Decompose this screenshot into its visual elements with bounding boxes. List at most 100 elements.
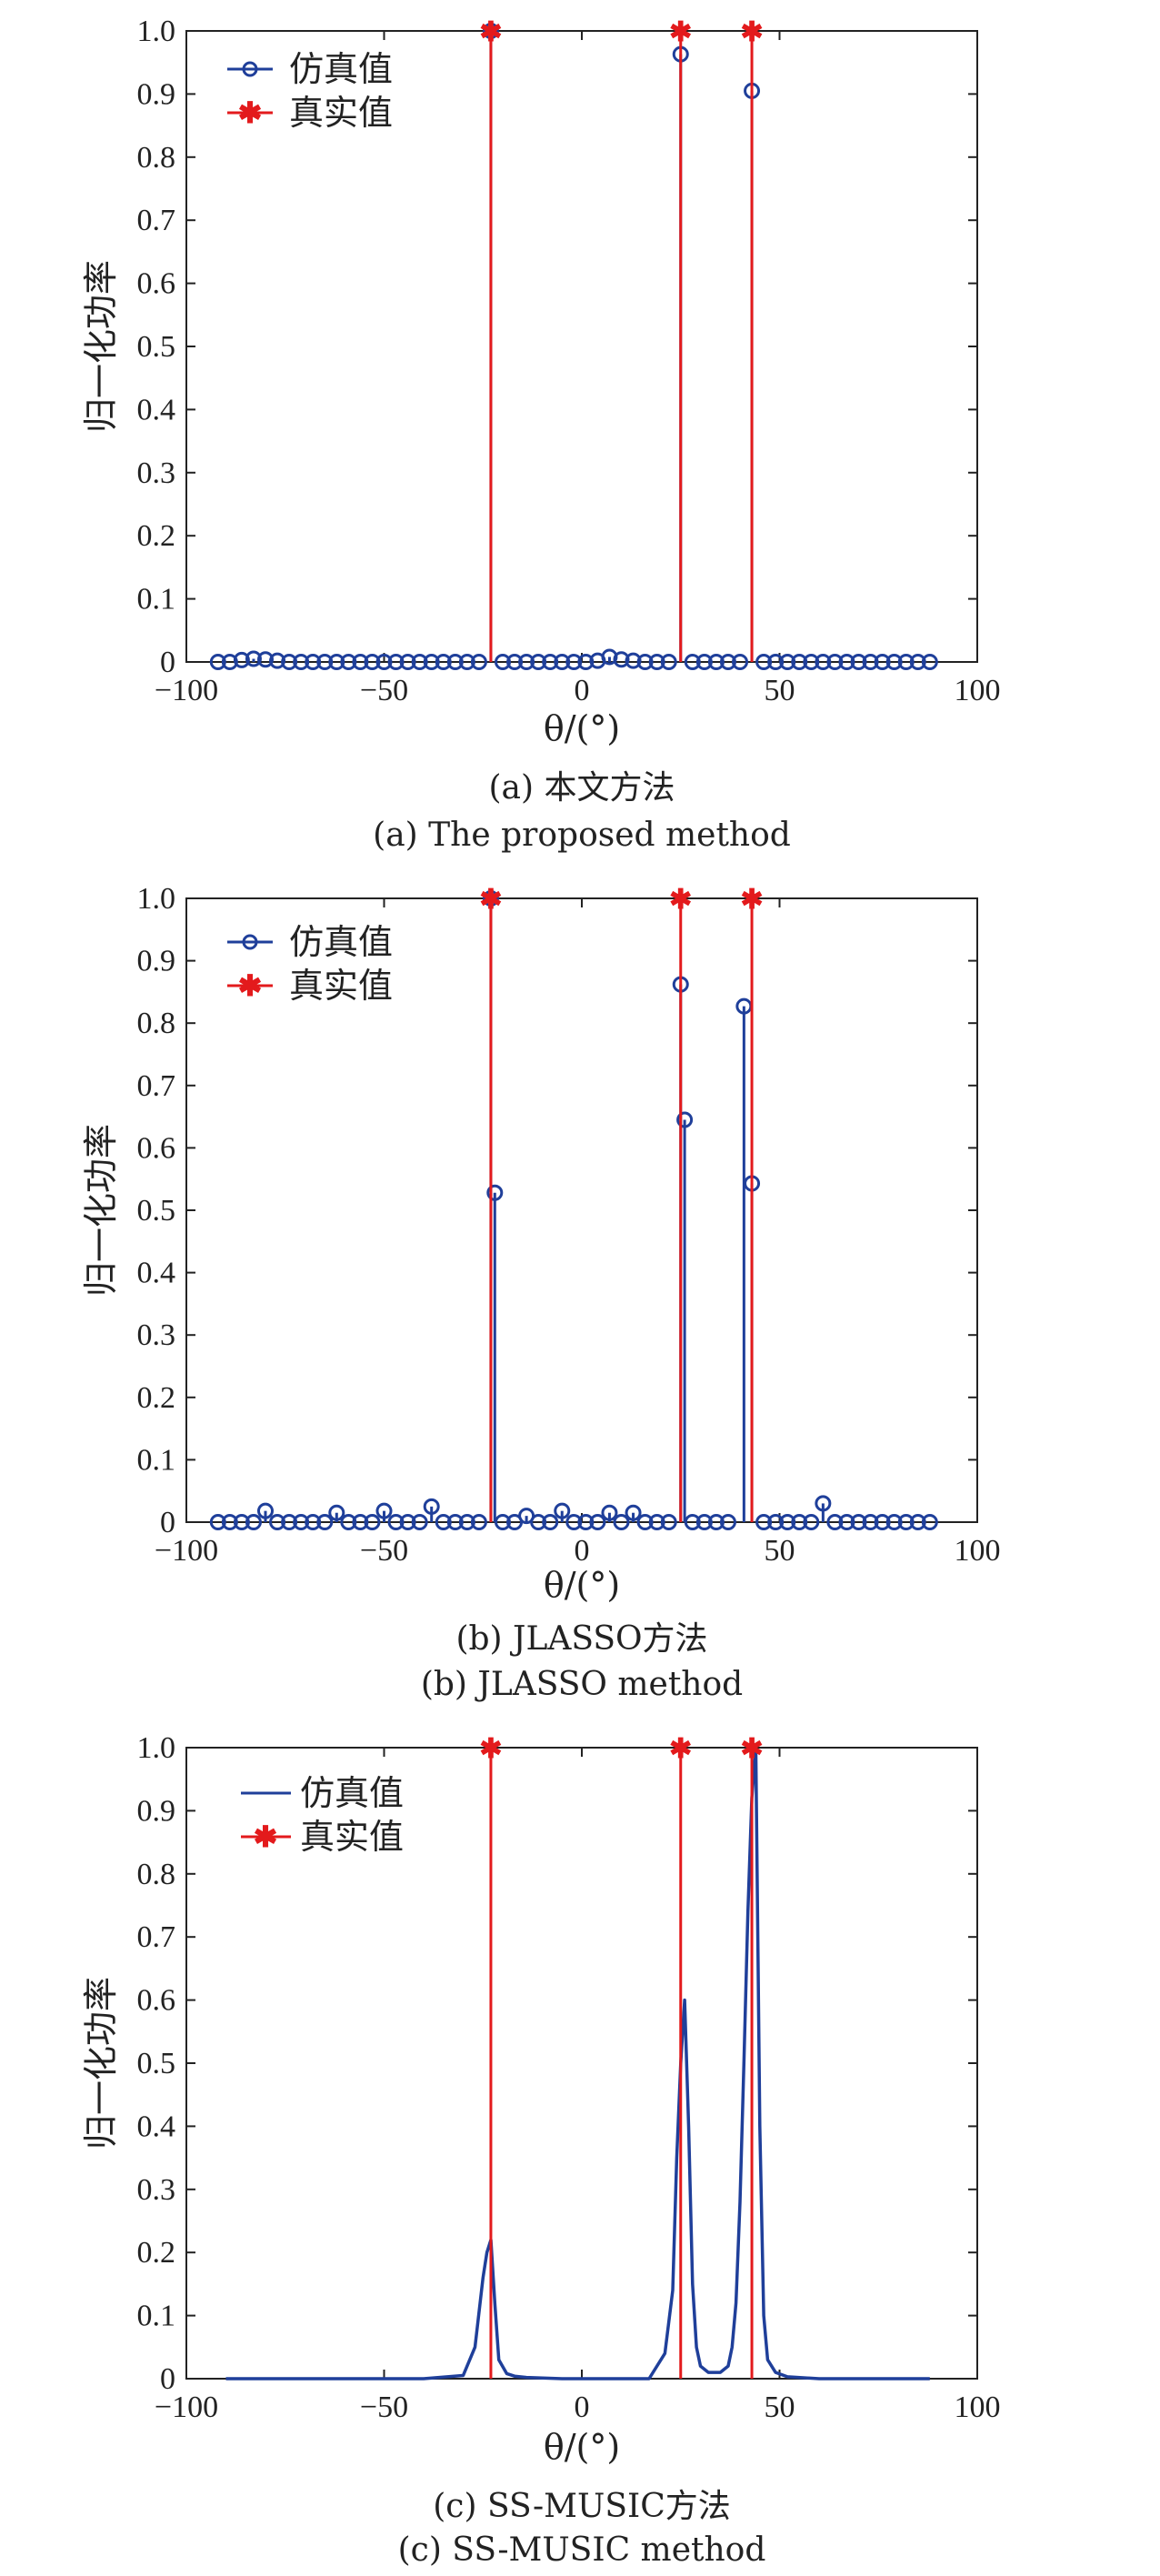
y-tick-label: 0.7 [137,204,176,237]
sim-point [495,1514,511,1530]
x-tick-label: −50 [360,674,408,707]
sim-point [423,1498,440,1515]
sim-point [470,1514,487,1530]
sim-point [625,1504,642,1521]
y-tick-label: 0.5 [137,1194,176,1228]
sim-point [874,654,891,670]
legend-true-marker: ✱ [238,968,263,1003]
sim-point [446,1514,464,1530]
x-tick-label: 100 [955,674,1001,707]
sim-point [755,654,773,670]
legend-sim-label: 仿真值 [300,1773,404,1813]
chart-marks: ✱ ✱ ✱ [225,1733,930,2381]
sim-point [328,654,345,670]
sim-point [209,654,226,670]
x-tick-label: 100 [955,2391,1001,2424]
sim-point [850,1514,867,1530]
sim-point [352,1514,369,1530]
sim-point [542,654,559,670]
sim-point [506,654,524,670]
y-tick-label: 0.6 [137,1984,176,2018]
caption-cn: (a) 本文方法 [489,769,675,807]
sim-point [257,1502,274,1519]
x-ticks: −100 −50 0 50 100 [155,31,1001,707]
sim-point [779,654,796,670]
x-tick-label: −100 [155,674,218,707]
x-axis-label: θ/(°) [544,2427,620,2467]
sim-point [221,1514,238,1530]
legend: 仿真值 ✱ 真实值 [218,44,427,144]
sim-point [885,654,903,670]
sim-point [340,654,357,670]
sim-point [684,1514,701,1530]
true-point: ✱ [740,1733,763,1765]
sim-point [613,1514,630,1530]
sim-point [695,654,713,670]
sim-point [387,654,405,670]
legend-sim-marker [242,934,258,950]
sim-point [850,654,867,670]
sim-point [281,654,298,670]
sim-point [732,654,748,670]
sim-point [423,654,440,670]
sim-point [909,654,926,670]
sim-point [636,654,654,670]
sim-point [269,1514,286,1530]
sim-point [676,1111,694,1128]
x-tick-label: 50 [765,2391,795,2424]
y-tick-label: 0.8 [137,1007,176,1040]
y-tick-label: 0 [160,1506,175,1539]
sim-point [245,650,262,667]
sim-point [257,651,274,668]
y-tick-label: 0.9 [137,945,176,978]
sim-point [305,654,322,670]
sim-point [577,1514,595,1530]
x-tick-label: −50 [360,1534,408,1568]
y-tick-label: 0.1 [137,2300,176,2333]
panel-a: 00.10.20.30.40.50.60.70.80.91.0 −100 −50 0… [81,15,1001,854]
y-tick-label: 0.7 [137,1920,176,1954]
sim-point [245,1514,262,1530]
sim-point [316,1514,334,1530]
sim-point [542,1514,559,1530]
sim-point [364,1514,381,1530]
sim-point [328,1504,345,1521]
caption-cn: (c) SS-MUSIC方法 [433,2488,731,2525]
sim-point [435,1514,452,1530]
sim-point [921,654,938,670]
true-point: ✱ [479,884,502,916]
sim-point [589,1514,606,1530]
y-tick-label: 0.3 [137,2173,176,2207]
sim-point [755,1514,773,1530]
sim-point [625,652,642,669]
sim-point [719,1514,736,1530]
y-tick-label: 0.7 [137,1069,176,1103]
legend-true-marker: ✱ [254,1819,278,1854]
y-tick-label: 0.4 [137,393,176,426]
sim-point [305,1514,322,1530]
y-tick-label: 0.4 [137,2110,176,2143]
sim-point [375,1502,393,1519]
sim-point [435,654,452,670]
y-tick-label: 0.1 [137,583,176,616]
sim-point [613,651,630,668]
sim-point [411,1514,428,1530]
y-axis-label: 归一化功率 [81,1977,121,2150]
y-tick-label: 0.8 [137,1858,176,1891]
sim-point [660,654,677,670]
y-tick-label: 0.5 [137,330,176,364]
x-axis-label: θ/(°) [544,1565,620,1605]
y-ticks: 0 0.1 0.2 0.3 0.4 0.5 0.6 0.7 0.8 0.9 1.0 [137,882,977,1539]
y-tick-label: 0.2 [137,2236,176,2270]
y-tick-label: 0.1 [137,1443,176,1477]
sim-point [269,652,286,669]
sim-point [648,654,665,670]
sim-point [495,654,511,670]
sim-point [486,1184,504,1201]
sim-point [885,1514,903,1530]
sim-point [565,1514,583,1530]
sim-point [648,1514,665,1530]
true-point: ✱ [740,884,763,916]
sim-point [387,1514,405,1530]
sim-point [815,654,832,670]
